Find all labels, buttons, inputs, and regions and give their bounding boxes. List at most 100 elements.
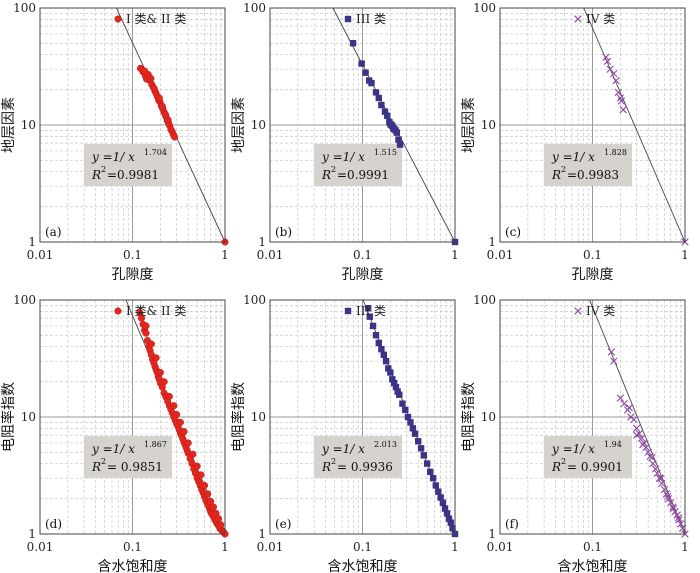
data-point bbox=[610, 357, 618, 365]
x-tick-label: 0.1 bbox=[353, 540, 372, 554]
major-gridlines bbox=[500, 8, 685, 242]
data-point bbox=[674, 513, 683, 522]
data-point bbox=[150, 84, 158, 93]
legend-marker bbox=[114, 307, 122, 315]
data-point bbox=[164, 116, 172, 124]
data-point bbox=[378, 101, 385, 109]
data-point bbox=[349, 40, 357, 47]
x-tick-label: 0.1 bbox=[583, 248, 602, 262]
data-point bbox=[655, 474, 664, 482]
y-axis-label: 电阻率指数 bbox=[230, 382, 247, 452]
data-point bbox=[142, 329, 150, 337]
panel-tag: (e) bbox=[275, 517, 291, 531]
data-point bbox=[411, 430, 419, 437]
data-point bbox=[660, 485, 669, 494]
legend-label: I 类& II 类 bbox=[126, 304, 186, 318]
equation-exponent: 1.867 bbox=[144, 440, 167, 449]
data-point bbox=[390, 379, 398, 387]
x-tick-label: 0.01 bbox=[27, 540, 54, 554]
y-axis-label: 地层因素 bbox=[231, 97, 247, 153]
data-point bbox=[147, 74, 155, 82]
data-point bbox=[364, 305, 372, 312]
y-tick-label: 100 bbox=[243, 1, 266, 15]
panel-a: y =1/ x 1.704 R 2 =0.9981 I 类& II 类 (a) 0.01 0.1… bbox=[1, 1, 229, 283]
data-point bbox=[217, 521, 225, 529]
data-point bbox=[372, 89, 380, 96]
r-squared-exponent: 2 bbox=[101, 165, 106, 174]
legend: III 类 bbox=[344, 304, 386, 318]
plot-frame bbox=[499, 299, 686, 535]
y-tick-label: 10 bbox=[251, 410, 266, 424]
data-point bbox=[387, 369, 394, 376]
data-point bbox=[616, 394, 625, 402]
equation-exponent: 1.515 bbox=[374, 148, 397, 157]
panel-tag: (d) bbox=[45, 517, 62, 531]
x-tick-label: 0.01 bbox=[487, 248, 514, 262]
data-point bbox=[607, 348, 616, 356]
plot-frame bbox=[499, 7, 686, 243]
x-axis-label: 孔隙度 bbox=[342, 267, 384, 283]
equation-exponent: 1.94 bbox=[604, 440, 622, 449]
data-point bbox=[443, 510, 451, 517]
panel-b: y =1/ x 1.515 R 2 =0.9991 III 类 (b) 0.01 0.1 1 1 10… bbox=[231, 1, 459, 283]
data-point bbox=[632, 431, 641, 439]
data-point bbox=[639, 440, 647, 449]
r-squared-label: R bbox=[551, 168, 561, 182]
data-point bbox=[432, 482, 439, 489]
data-point bbox=[449, 525, 456, 532]
equation-formula: y =1/ x bbox=[551, 150, 595, 164]
fit-line bbox=[583, 7, 686, 243]
equation-formula: y =1/ x bbox=[91, 442, 135, 456]
r-squared-value: = 0.9901 bbox=[567, 460, 623, 474]
legend: IV 类 bbox=[574, 304, 615, 318]
data-point bbox=[620, 399, 628, 408]
data-point bbox=[420, 452, 428, 459]
data-point bbox=[429, 474, 437, 482]
data-point bbox=[200, 481, 209, 489]
equation-box-bg bbox=[314, 436, 402, 478]
legend: III 类 bbox=[344, 12, 386, 26]
data-point bbox=[437, 494, 444, 501]
r-squared-label: R bbox=[321, 460, 331, 474]
y-tick-labels: 1 10 100 bbox=[243, 293, 266, 541]
r-squared-value: = 0.9936 bbox=[337, 460, 393, 474]
data-point bbox=[404, 413, 412, 421]
data-point bbox=[214, 515, 223, 523]
x-tick-labels: 0.01 0.1 1 bbox=[27, 540, 229, 554]
data-point bbox=[625, 404, 633, 412]
r-squared-value: = 0.9851 bbox=[107, 460, 163, 474]
data-point bbox=[165, 392, 173, 400]
data-point bbox=[423, 460, 431, 467]
data-point bbox=[675, 516, 683, 524]
data-point bbox=[158, 102, 166, 110]
legend-marker bbox=[114, 15, 122, 23]
data-point bbox=[180, 428, 188, 436]
x-tick-label: 0.01 bbox=[487, 540, 514, 554]
data-point bbox=[610, 69, 618, 78]
data-points bbox=[602, 53, 689, 246]
x-tick-labels: 0.01 0.1 1 bbox=[487, 540, 689, 554]
y-tick-label: 1 bbox=[258, 527, 266, 541]
data-point bbox=[193, 462, 201, 470]
data-point bbox=[368, 79, 375, 87]
data-point bbox=[382, 357, 390, 365]
x-tick-label: 0.1 bbox=[353, 248, 372, 262]
x-tick-labels: 0.01 0.1 1 bbox=[257, 540, 459, 554]
data-point bbox=[209, 503, 217, 511]
data-point bbox=[664, 492, 672, 500]
x-tick-labels: 0.01 0.1 1 bbox=[257, 248, 459, 262]
x-tick-labels: 0.01 0.1 1 bbox=[487, 248, 689, 262]
major-gridlines bbox=[40, 8, 225, 242]
data-point bbox=[603, 57, 612, 66]
x-tick-label: 0.01 bbox=[257, 248, 284, 262]
equation-exponent: 1.828 bbox=[604, 148, 627, 157]
y-tick-label: 10 bbox=[481, 118, 496, 132]
r-squared-value: =0.9983 bbox=[567, 168, 619, 182]
equation-box: y =1/ x 1.828 R 2 =0.9983 bbox=[544, 144, 632, 186]
data-point bbox=[612, 76, 620, 85]
y-tick-labels: 1 10 100 bbox=[473, 1, 496, 249]
